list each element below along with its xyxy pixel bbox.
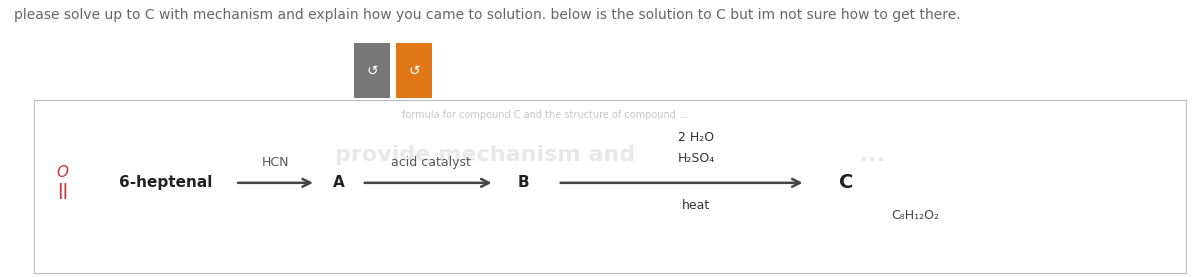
Text: acid catalyst: acid catalyst [391, 156, 470, 168]
Text: 6-heptenal: 6-heptenal [119, 175, 212, 190]
Text: 2 H₂O: 2 H₂O [678, 131, 714, 144]
Text: O: O [56, 165, 68, 180]
Text: HCN: HCN [262, 156, 289, 168]
Text: ||: || [56, 183, 68, 199]
Text: B: B [517, 175, 529, 190]
Text: heat: heat [682, 199, 710, 212]
Text: formula for compound C and the structure of compound ...: formula for compound C and the structure… [402, 110, 689, 120]
Text: ↺: ↺ [366, 64, 378, 78]
Text: C: C [839, 173, 853, 192]
Text: provide mechanism and                             ...: provide mechanism and ... [335, 145, 884, 165]
Text: H₂SO₄: H₂SO₄ [677, 152, 715, 165]
Text: ↺: ↺ [408, 64, 420, 78]
Text: A: A [334, 175, 344, 190]
Text: please solve up to C with mechanism and explain how you came to solution. below : please solve up to C with mechanism and … [14, 8, 961, 22]
Text: C₈H₁₂O₂: C₈H₁₂O₂ [890, 209, 938, 222]
